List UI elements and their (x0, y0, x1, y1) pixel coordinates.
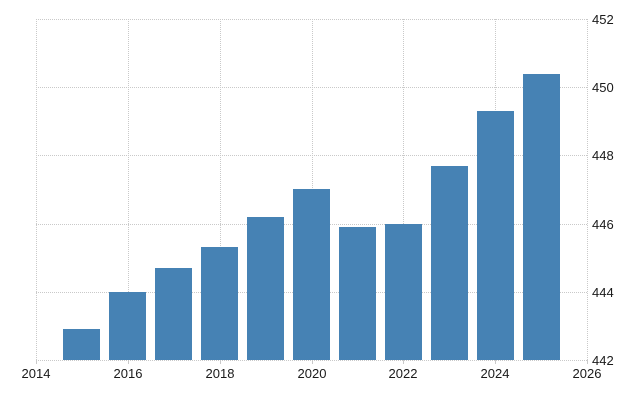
bar-2024[interactable] (477, 111, 514, 360)
x-axis-tick-label: 2014 (21, 366, 51, 381)
bar-2018[interactable] (201, 247, 238, 360)
v-gridline-2018 (220, 19, 221, 360)
bar-2022[interactable] (385, 224, 422, 360)
h-gridline-452 (36, 19, 587, 20)
x-axis-tick (128, 360, 129, 364)
v-gridline-2026 (587, 19, 588, 360)
bar-2016[interactable] (109, 292, 146, 360)
x-axis-tick (587, 360, 588, 364)
y-axis-tick-label: 446 (592, 217, 614, 232)
bar-2025[interactable] (523, 74, 560, 360)
bar-2023[interactable] (431, 166, 468, 360)
x-axis-tick (403, 360, 404, 364)
x-axis-tick-label: 2022 (388, 366, 418, 381)
y-axis-tick-label: 452 (592, 12, 614, 27)
v-gridline-2016 (128, 19, 129, 360)
bar-2021[interactable] (339, 227, 376, 360)
x-axis-tick (495, 360, 496, 364)
x-axis-tick-label: 2016 (113, 366, 143, 381)
bar-2020[interactable] (293, 189, 330, 360)
y-axis-tick-label: 444 (592, 285, 614, 300)
x-axis-tick (312, 360, 313, 364)
y-axis-tick-label: 448 (592, 148, 614, 163)
v-gridline-2014 (36, 19, 37, 360)
h-gridline-450 (36, 87, 587, 88)
x-axis-tick-label: 2026 (572, 366, 602, 381)
x-axis-tick-label: 2018 (205, 366, 235, 381)
h-gridline-442 (36, 360, 587, 361)
bar-2019[interactable] (247, 217, 284, 360)
bar-2015[interactable] (63, 329, 100, 360)
x-axis-tick-label: 2020 (297, 366, 327, 381)
x-axis-tick-label: 2024 (480, 366, 510, 381)
y-axis-tick-label: 442 (592, 353, 614, 368)
bar-2017[interactable] (155, 268, 192, 360)
h-gridline-448 (36, 155, 587, 156)
x-axis-tick (220, 360, 221, 364)
y-axis-tick-label: 450 (592, 80, 614, 95)
v-gridline-2022 (403, 19, 404, 360)
x-axis-tick (36, 360, 37, 364)
plot-area (36, 19, 588, 364)
